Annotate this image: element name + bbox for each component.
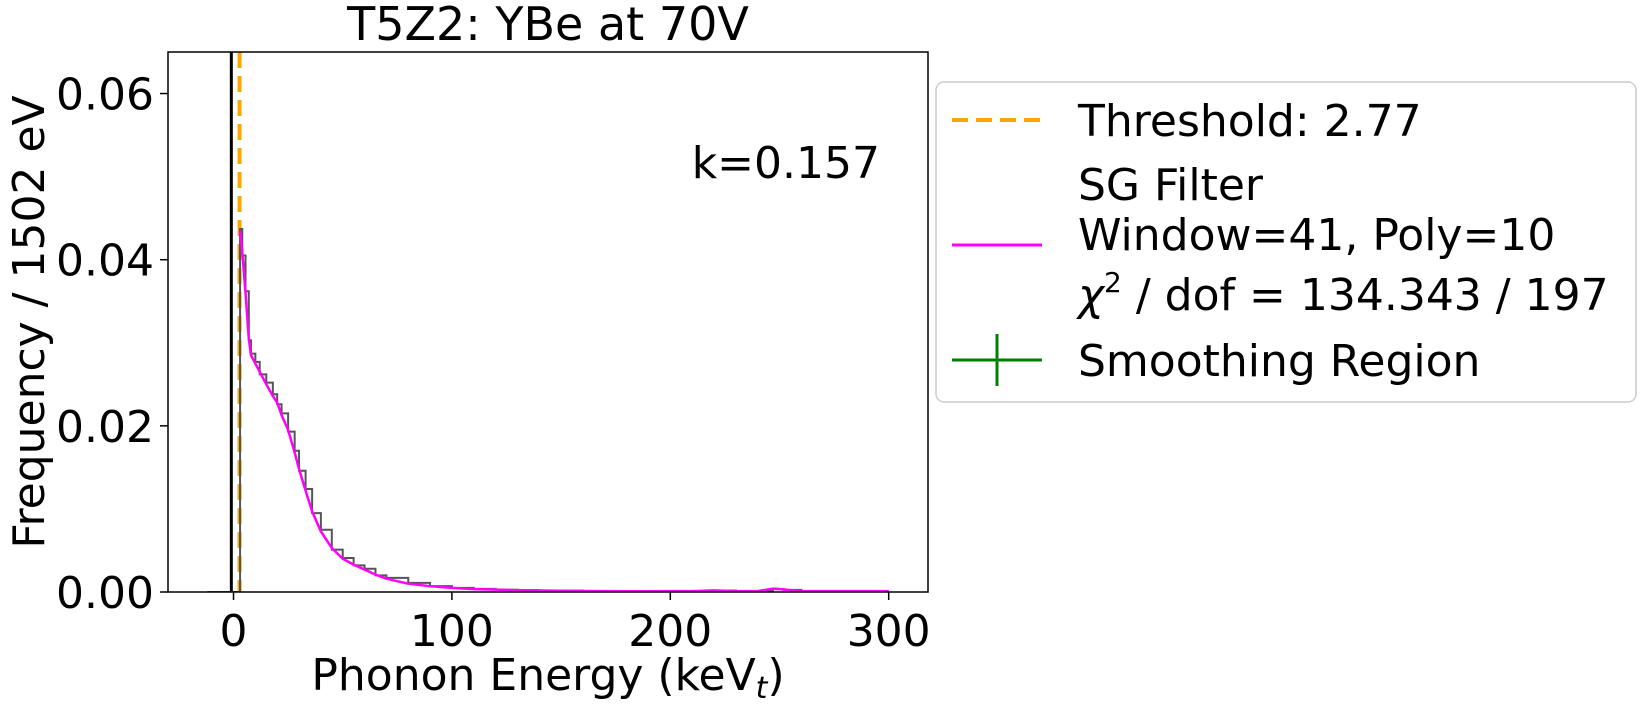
legend-sg-filter-label-1: SG Filter	[1078, 160, 1264, 211]
legend-sg-filter-label-3: χ2 / dof = 134.343 / 197	[1076, 266, 1609, 321]
series-sg-filter	[238, 230, 889, 592]
plot-layer	[207, 52, 889, 592]
legend-sg-filter-label-2: Window=41, Poly=10	[1078, 210, 1555, 261]
x-axis-label: Phonon Energy (keVt)	[311, 650, 784, 706]
y-axis-ticks: 0.00 0.02 0.04 0.06	[56, 70, 168, 619]
plot-frame	[167, 51, 929, 593]
legend-smoothing-label: Smoothing Region	[1078, 336, 1480, 387]
legend-frame	[935, 81, 1637, 403]
y-tick-label: 0.00	[56, 568, 154, 619]
x-axis-ticks: 0 100 200 300	[220, 592, 931, 657]
series-histogram	[207, 227, 889, 592]
x-tick-label: 300	[847, 606, 931, 657]
k-annotation: k=0.157	[692, 138, 880, 189]
legend-threshold-label: Threshold: 2.77	[1077, 96, 1422, 147]
x-tick-label: 0	[220, 606, 248, 657]
y-tick-label: 0.04	[56, 236, 154, 287]
chart-title: T5Z2: YBe at 70V	[346, 0, 749, 51]
x-tick-label: 200	[628, 606, 712, 657]
x-tick-label: 100	[410, 606, 494, 657]
legend: Threshold: 2.77 SG Filter Window=41, Pol…	[935, 81, 1637, 403]
y-tick-label: 0.02	[56, 402, 154, 453]
y-tick-label: 0.06	[56, 70, 154, 121]
y-axis-label: Frequency / 1502 eV	[4, 95, 55, 548]
